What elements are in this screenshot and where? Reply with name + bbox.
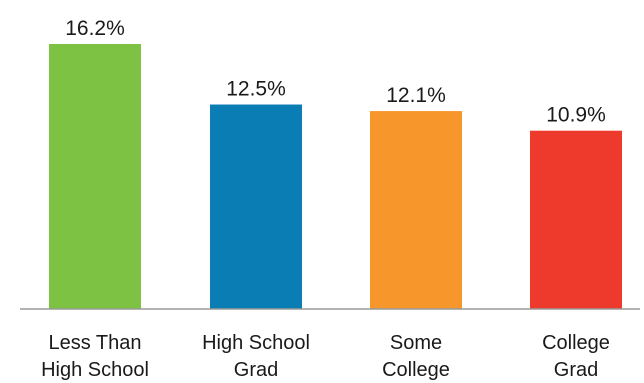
tick-label-1-line-1: Grad [234,359,278,381]
bar-3 [530,130,622,309]
tick-label-3-line-0: College [542,332,610,354]
bar-0 [49,44,141,309]
bar-1 [210,104,302,309]
bar-2 [370,111,462,309]
tick-label-2-line-1: College [382,359,450,381]
tick-label-0-line-0: Less Than [48,332,141,354]
bars-group [49,44,622,309]
data-label-1: 12.5% [226,78,286,101]
value-labels-group: 16.2% 12.5% 12.1% 10.9% [65,17,606,127]
tick-label-0-line-1: High School [41,359,149,381]
tick-label-1-line-0: High School [202,332,310,354]
data-label-3: 10.9% [546,104,606,127]
data-label-0: 16.2% [65,17,125,40]
tick-label-3-line-1: Grad [554,359,598,381]
tick-label-2-line-0: Some [390,332,442,354]
category-labels-group: Less Than High School High School Grad Some C… [41,332,610,381]
data-label-2: 12.1% [386,84,446,107]
